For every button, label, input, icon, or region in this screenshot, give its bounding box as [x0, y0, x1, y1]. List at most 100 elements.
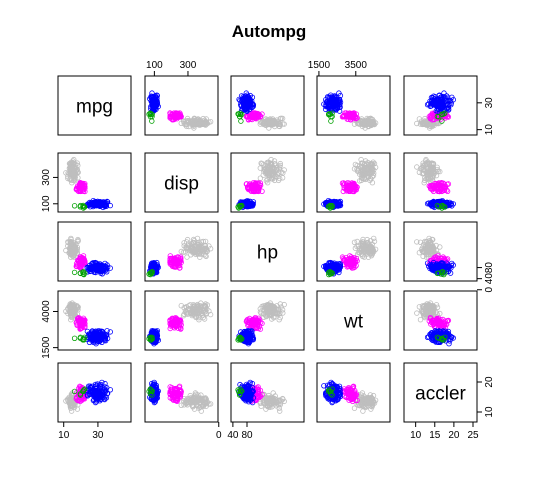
data-point: [327, 104, 333, 110]
data-point: [236, 96, 242, 103]
data-point: [149, 118, 155, 124]
data-point: [272, 161, 278, 167]
data-point: [186, 123, 192, 130]
data-point: [89, 199, 96, 206]
data-point: [441, 107, 448, 113]
data-point: [345, 113, 352, 119]
panel-disp-vs-hp: [230, 152, 305, 213]
data-point: [335, 98, 342, 105]
variable-label-hp: hp: [257, 243, 278, 264]
panel-wt-vs-disp: [144, 290, 219, 351]
data-point: [369, 120, 375, 127]
data-point: [77, 179, 83, 186]
data-point: [427, 103, 433, 109]
data-point: [89, 201, 96, 208]
data-point: [279, 115, 286, 122]
data-point: [263, 178, 270, 184]
data-point: [244, 104, 250, 110]
panel-frame: [144, 152, 219, 213]
data-point: [332, 104, 339, 110]
data-point: [438, 96, 444, 103]
panel-accler-vs-mpg: [57, 362, 132, 423]
data-point: [277, 123, 283, 130]
panel-disp-vs-mpg: [57, 152, 132, 213]
data-point: [74, 187, 80, 193]
data-point: [259, 188, 265, 194]
data-point: [366, 123, 372, 130]
panel-mpg-vs-mpg: mpg: [57, 75, 132, 136]
data-point: [241, 107, 247, 113]
data-point: [279, 175, 286, 181]
panel-disp-vs-wt: [316, 152, 391, 213]
data-point: [437, 99, 444, 105]
chart-title: Autompg: [232, 22, 307, 41]
data-point: [188, 118, 194, 125]
data-point: [98, 199, 104, 205]
data-point: [420, 120, 426, 126]
panel-hp-vs-mpg: [57, 221, 132, 282]
data-point: [277, 175, 283, 182]
data-point: [239, 97, 245, 103]
data-point: [330, 104, 336, 110]
data-point: [272, 173, 278, 180]
data-point: [149, 98, 156, 105]
panel-mpg-vs-wt: [316, 75, 391, 136]
data-point: [432, 113, 439, 120]
data-point: [431, 98, 438, 105]
data-point: [348, 113, 354, 120]
data-point: [328, 118, 334, 124]
variable-label-mpg: mpg: [76, 97, 113, 118]
data-point: [276, 166, 282, 172]
data-point: [77, 182, 83, 189]
data-point: [69, 162, 75, 168]
panel-wt-vs-mpg: [57, 290, 132, 351]
panel-wt-vs-hp: [230, 290, 305, 351]
data-point: [238, 118, 244, 124]
data-point: [71, 178, 78, 184]
data-point: [362, 120, 369, 126]
data-point: [68, 165, 75, 172]
data-point: [73, 168, 79, 174]
data-point: [180, 118, 187, 124]
data-point: [281, 121, 287, 127]
data-point: [426, 125, 433, 131]
data-point: [187, 118, 194, 124]
data-point: [235, 111, 241, 117]
data-point: [362, 125, 368, 131]
data-point: [243, 113, 250, 120]
data-point: [147, 111, 154, 117]
data-point: [417, 121, 424, 127]
panel-wt-vs-wt: wt: [316, 290, 391, 351]
data-point: [96, 202, 103, 208]
data-point: [326, 111, 332, 118]
data-point: [86, 201, 93, 207]
data-point: [173, 110, 179, 117]
data-point: [277, 160, 283, 167]
data-point: [266, 125, 272, 131]
data-point: [439, 111, 445, 118]
data-point: [243, 181, 250, 187]
data-point: [148, 111, 154, 118]
data-point: [269, 165, 275, 172]
data-point: [257, 182, 264, 189]
data-point: [175, 113, 181, 120]
panel-hp-vs-hp: hp: [230, 221, 305, 282]
data-point: [328, 97, 334, 103]
variable-label-wt: wt: [343, 312, 364, 333]
panel-hp-vs-wt: [316, 221, 391, 282]
data-point: [66, 160, 73, 167]
data-point: [252, 183, 259, 190]
data-point: [196, 120, 203, 127]
data-point: [252, 113, 259, 119]
data-point: [272, 177, 278, 184]
data-point: [173, 113, 180, 119]
data-point: [261, 166, 267, 172]
panel-hp-vs-accler: [403, 221, 478, 282]
panel-disp-vs-accler: [403, 152, 478, 213]
data-point: [364, 119, 370, 125]
data-point: [63, 170, 69, 176]
panel-wt-vs-accler: [403, 290, 478, 351]
panel-mpg-vs-disp: [144, 75, 219, 136]
data-point: [65, 175, 71, 182]
